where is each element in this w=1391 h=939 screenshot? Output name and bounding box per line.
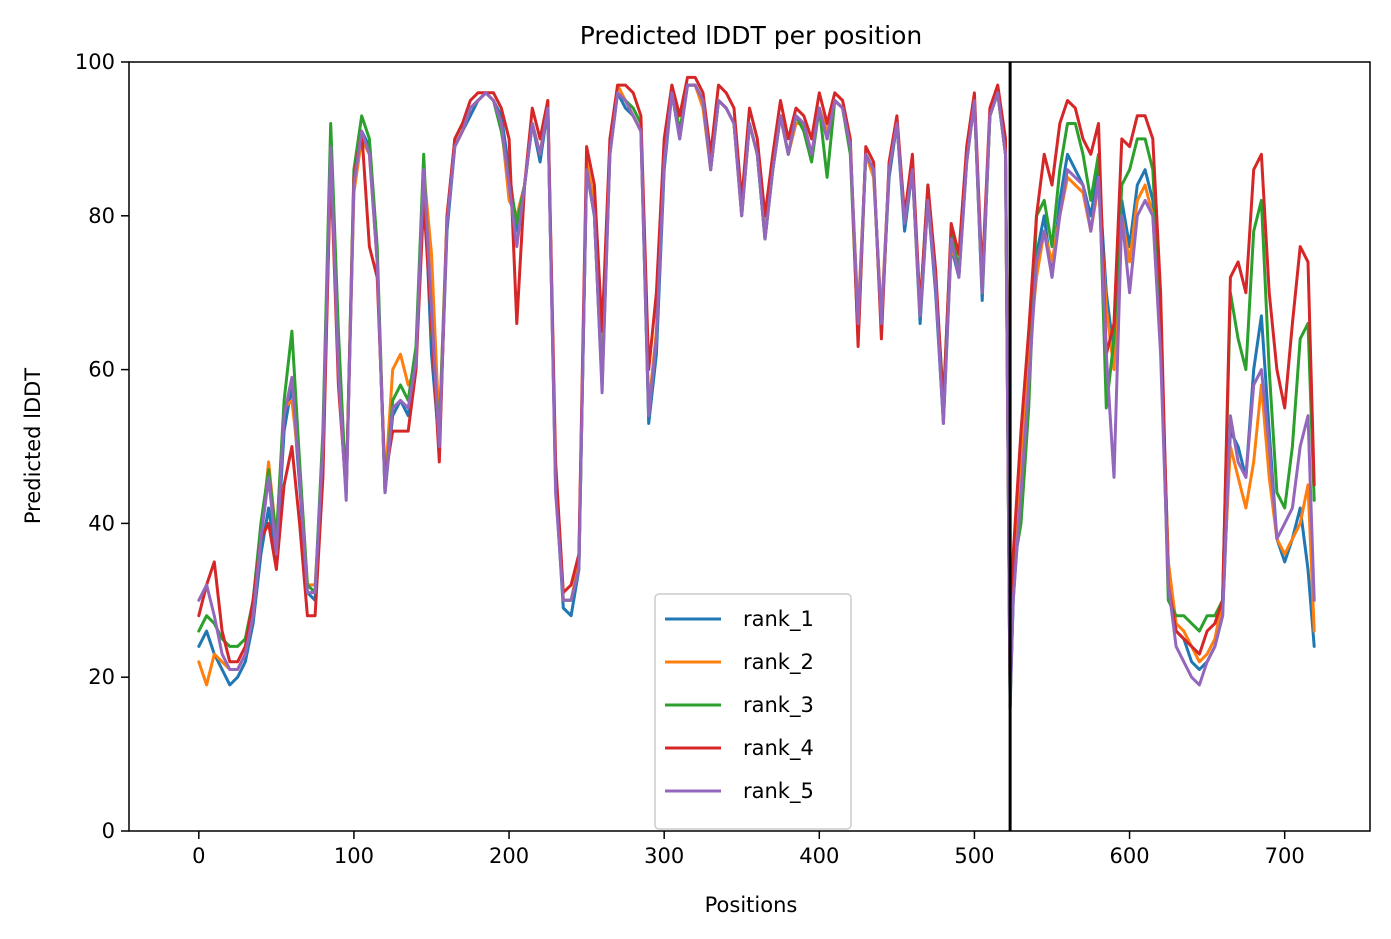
x-tick-label: 500: [954, 844, 994, 868]
legend-box: [654, 593, 852, 830]
legend-label-rank_5: rank_5: [743, 779, 814, 804]
x-tick-label: 100: [334, 844, 374, 868]
y-tick-label: 100: [75, 50, 115, 74]
series-layer: [197, 75, 1316, 710]
y-axis-title: Predicted lDDT: [21, 368, 45, 524]
y-tick-label: 60: [88, 358, 115, 382]
y-tick-label: 80: [88, 204, 115, 228]
x-axis: 0 100 200 300 400 500 600 700: [192, 831, 1305, 868]
legend-label-rank_2: rank_2: [743, 650, 814, 675]
y-axis: 0 20 40 60 80 100: [75, 50, 129, 843]
x-tick-label: 400: [799, 844, 839, 868]
legend-label-rank_3: rank_3: [743, 693, 814, 718]
y-tick-label: 40: [88, 511, 115, 535]
y-tick-label: 20: [88, 665, 115, 689]
x-axis-title: Positions: [705, 893, 798, 917]
x-tick-label: 0: [192, 844, 205, 868]
x-tick-label: 700: [1265, 844, 1305, 868]
legend-label-rank_4: rank_4: [743, 736, 814, 761]
x-tick-label: 600: [1110, 844, 1150, 868]
y-tick-label: 0: [102, 819, 115, 843]
x-tick-label: 300: [644, 844, 684, 868]
plot-frame: [128, 61, 1371, 832]
plot-area: [197, 62, 1316, 831]
legend: rank_1 rank_2 rank_3 rank_4 rank_5: [654, 593, 852, 830]
legend-label-rank_1: rank_1: [743, 607, 814, 632]
x-tick-label: 200: [489, 844, 529, 868]
series-line-rank_5: [197, 83, 1316, 702]
chart-title: Predicted lDDT per position: [580, 21, 922, 50]
